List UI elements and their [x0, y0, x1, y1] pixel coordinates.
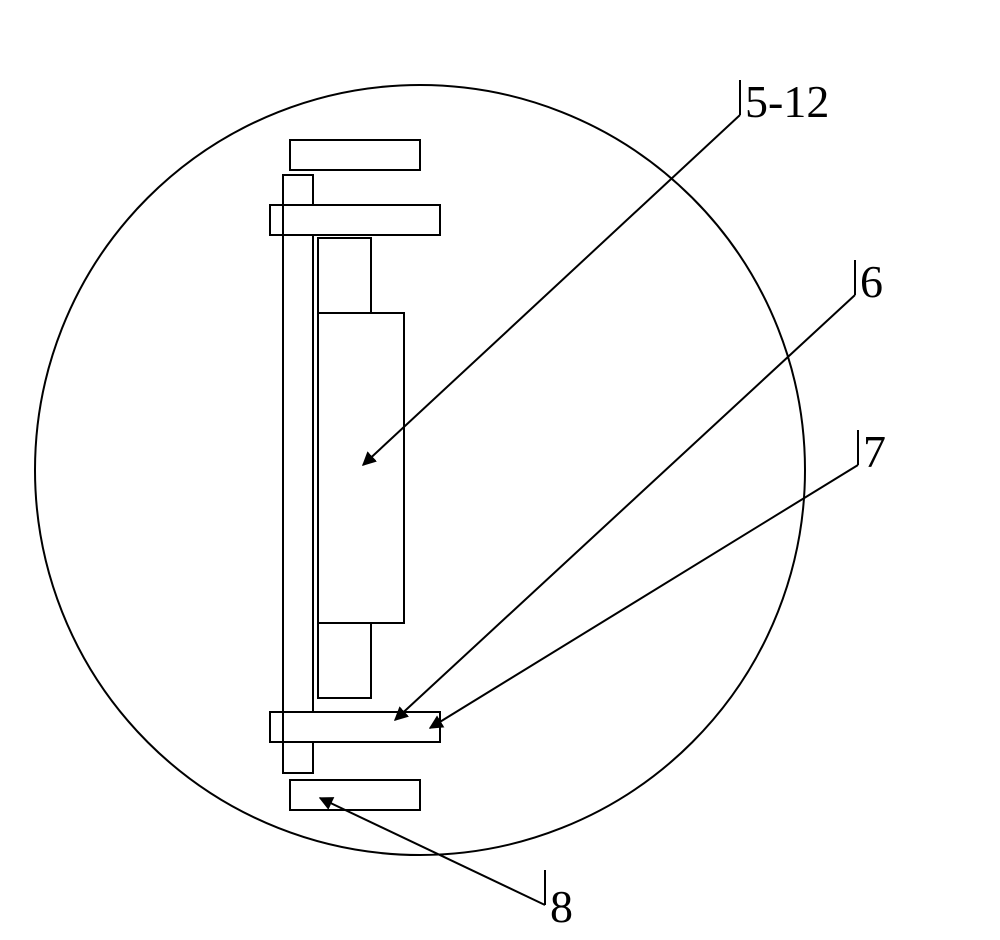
cross-bar-bottom [270, 712, 440, 742]
leader-6 [395, 295, 855, 720]
cross-bar-top [270, 205, 440, 235]
bottom-block [290, 780, 420, 810]
label-7: 7 [863, 425, 886, 478]
left-rail [283, 175, 313, 773]
diagram-svg [0, 0, 1000, 940]
center-body [318, 313, 404, 623]
label-5-12: 5-12 [745, 75, 829, 128]
diagram-stage: 5-12 6 7 8 [0, 0, 1000, 940]
leader-8 [320, 798, 545, 905]
label-8: 8 [550, 880, 573, 933]
sleeve-top [318, 238, 371, 313]
leader-7 [430, 465, 858, 728]
label-6: 6 [860, 255, 883, 308]
sleeve-bottom [318, 623, 371, 698]
top-block [290, 140, 420, 170]
